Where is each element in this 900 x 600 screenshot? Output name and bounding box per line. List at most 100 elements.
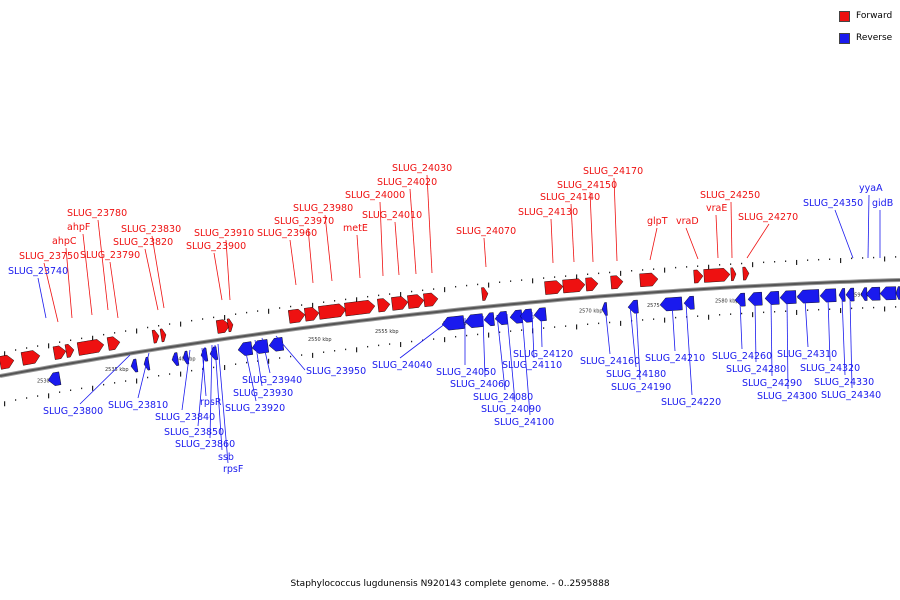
reverse-track-tick [378,344,380,347]
reverse-gene-label: SLUG_24160 [580,356,640,367]
forward-gene-leader [151,235,165,309]
reverse-gene-label: SLUG_23920 [225,403,285,414]
reverse-track-tick [312,352,314,358]
forward-track-tick [257,310,259,312]
reverse-gene-leader [197,346,206,427]
forward-track-tick [664,267,666,273]
reverse-track-tick [653,318,655,320]
reverse-gene-label: SLUG_24280 [726,364,786,375]
reverse-gene-arrow [860,287,868,301]
reverse-gene-label: gidB [872,198,893,209]
forward-gene-leader [730,201,733,259]
forward-track-tick [565,275,567,277]
reverse-track-tick [466,334,468,337]
forward-track-tick [488,282,490,288]
reverse-gene-label: rpsF [223,464,243,475]
forward-track-tick [191,319,193,322]
reverse-track-tick [807,309,809,311]
reverse-track-tick [719,314,721,316]
reverse-track-tick [851,307,853,310]
forward-gene-label: SLUG_23980 [293,203,353,214]
forward-gene-label: SLUG_23750 [19,251,79,262]
reverse-gene-leader [137,352,150,399]
reverse-gene-label: SLUG_24120 [513,349,573,360]
reverse-track-tick [158,375,160,377]
legend-label-forward: Forward [856,11,893,21]
reverse-gene-leader [217,343,229,464]
reverse-track-tick [730,313,732,315]
forward-gene-arrow [159,328,167,343]
reverse-track-tick [543,327,545,329]
forward-track-tick [268,308,270,314]
forward-track-tick [697,265,699,267]
forward-gene-leader [550,218,554,264]
reverse-gene-arrow [796,289,820,304]
reverse-gene-label: SLUG_24310 [777,349,837,360]
forward-gene-leader [307,227,314,284]
forward-track-tick [37,345,39,347]
forward-gene-label: metE [343,223,368,234]
reverse-track-tick [862,307,864,309]
forward-track-tick [444,287,446,293]
reverse-gene-leader [635,304,641,381]
forward-track-tick [411,290,413,293]
forward-gene-label: SLUG_23830 [121,224,181,235]
reverse-gene-leader [243,342,257,402]
backbone-line [0,279,900,377]
reverse-gene-leader [841,296,846,376]
reverse-gene-arrow [764,291,780,305]
reverse-gene-label: SLUG_23740 [8,266,68,277]
forward-track-tick [125,330,127,332]
reverse-track-tick [334,350,336,352]
forward-track-tick [499,281,501,283]
reverse-gene-arrow [268,337,285,352]
forward-gene-arrow [226,318,234,333]
reverse-track-tick [521,329,523,331]
forward-gene-arrow [64,344,75,358]
reverse-track-tick [829,308,831,310]
forward-gene-leader [685,227,699,260]
reverse-track-tick [510,330,512,332]
reverse-track-tick [763,311,765,314]
forward-gene-leader [356,234,361,279]
reverse-gene-label: SLUG_24320 [800,363,860,374]
forward-track-tick [26,347,28,349]
forward-track-tick [620,270,622,276]
reverse-gene-leader [685,302,693,396]
forward-track-tick [532,278,534,284]
reverse-gene-leader [849,296,853,389]
reverse-track-tick [587,323,589,326]
reverse-gene-leader [79,354,131,405]
forward-track-tick [587,273,589,276]
forward-gene-label: SLUG_24130 [518,207,578,218]
forward-gene-arrow [639,272,659,288]
reverse-gene-leader [482,315,486,378]
forward-gene-leader [213,252,223,301]
reverse-track-tick [48,393,50,399]
forward-track-tick [763,261,765,264]
reverse-track-tick [92,385,94,391]
reverse-track-tick [147,376,149,379]
forward-gene-arrow [52,345,67,360]
forward-gene-arrow [318,303,347,320]
forward-track-tick [400,292,402,298]
forward-gene-label: glpT [647,216,668,227]
forward-track-tick [15,349,17,351]
forward-track-tick [114,332,116,334]
reverse-track-tick [4,401,6,407]
reverse-gene-label: SLUG_23810 [108,400,168,411]
forward-gene-label: vraD [676,216,699,227]
scale-label: 2535 kbp [105,367,129,373]
reverse-gene-leader [214,344,223,451]
forward-gene-label: vraE [706,203,727,214]
reverse-gene-label: SLUG_24340 [821,390,881,401]
forward-track-tick [840,258,842,264]
forward-gene-arrow [151,329,160,344]
reverse-gene-label: SLUG_23950 [306,366,366,377]
forward-gene-leader [324,214,333,282]
reverse-track-tick [565,325,567,327]
forward-gene-leader [225,239,231,301]
reverse-track-tick [235,363,237,365]
reverse-gene-leader [739,300,743,350]
